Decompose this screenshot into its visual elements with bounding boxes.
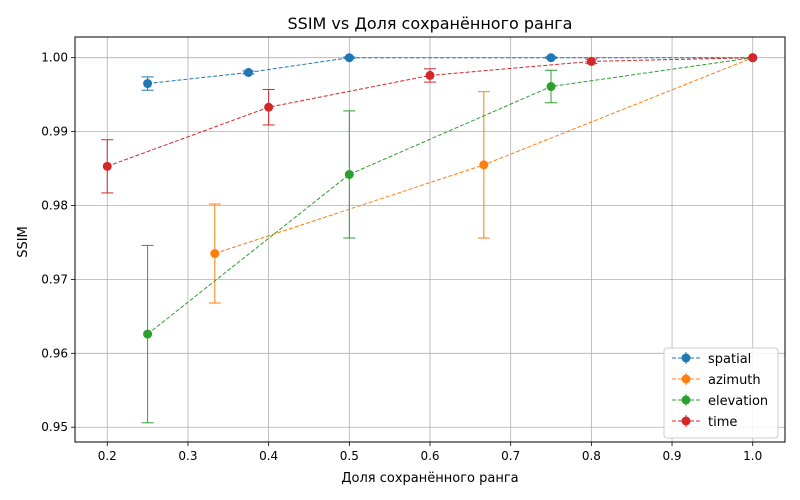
x-tick-label: 0.5 bbox=[340, 449, 359, 463]
y-tick-label: 0.95 bbox=[41, 420, 68, 434]
data-point-time bbox=[425, 70, 435, 80]
x-tick-label: 0.6 bbox=[420, 449, 439, 463]
plot-series bbox=[101, 53, 758, 424]
x-tick-label: 0.4 bbox=[259, 449, 278, 463]
legend-marker-spatial bbox=[681, 353, 691, 363]
legend-label-time: time bbox=[708, 415, 737, 430]
data-point-spatial bbox=[143, 79, 153, 89]
data-point-time bbox=[748, 53, 758, 63]
y-tick-label: 0.96 bbox=[41, 346, 68, 360]
legend-label-spatial: spatial bbox=[708, 352, 751, 367]
x-tick-label: 0.8 bbox=[582, 449, 601, 463]
y-tick-label: 0.98 bbox=[41, 199, 68, 213]
y-tick-label: 0.97 bbox=[41, 272, 68, 286]
y-tick-label: 0.99 bbox=[41, 125, 68, 139]
x-axis-label: Доля сохранённого ранга bbox=[341, 471, 518, 486]
series-time bbox=[101, 53, 758, 194]
data-point-elevation bbox=[143, 329, 153, 339]
legend-box bbox=[663, 347, 779, 439]
data-point-spatial bbox=[344, 53, 354, 63]
data-point-time bbox=[264, 102, 274, 112]
y-axis-label: SSIM bbox=[16, 226, 31, 258]
x-tick-label: 0.9 bbox=[662, 449, 681, 463]
legend-item-time: time bbox=[672, 415, 737, 430]
series-elevation bbox=[141, 53, 758, 424]
x-tick-label: 0.7 bbox=[501, 449, 520, 463]
legend-label-azimuth: azimuth bbox=[708, 373, 761, 388]
x-tick-label: 0.3 bbox=[178, 449, 197, 463]
data-point-time bbox=[586, 56, 596, 66]
series-line-elevation bbox=[147, 57, 753, 335]
legend-marker-azimuth bbox=[681, 374, 691, 384]
legend: spatial azimuth elevation time bbox=[663, 347, 779, 439]
data-point-azimuth bbox=[210, 249, 220, 259]
data-point-time bbox=[102, 161, 112, 171]
data-point-spatial bbox=[243, 67, 253, 77]
axis-ticks: 0.2 0.3 0.4 0.5 0.6 0.7 0.8 0.9 1.0 0.95 0.96 0.97 0… bbox=[41, 51, 762, 463]
legend-item-elevation: elevation bbox=[672, 394, 768, 409]
y-tick-label: 1.00 bbox=[41, 51, 68, 65]
legend-marker-time bbox=[681, 416, 691, 426]
data-point-elevation bbox=[344, 169, 354, 179]
x-tick-label: 0.2 bbox=[98, 449, 117, 463]
data-point-azimuth bbox=[479, 160, 489, 170]
legend-item-azimuth: azimuth bbox=[672, 373, 761, 388]
data-point-elevation bbox=[546, 82, 556, 92]
series-line-spatial bbox=[147, 57, 753, 85]
legend-item-spatial: spatial bbox=[672, 352, 751, 367]
legend-label-elevation: elevation bbox=[708, 394, 768, 409]
x-tick-label: 1.0 bbox=[743, 449, 762, 463]
chart-title: SSIM vs Доля сохранённого ранга bbox=[288, 14, 573, 33]
legend-marker-elevation bbox=[681, 395, 691, 405]
data-point-spatial bbox=[546, 53, 556, 63]
